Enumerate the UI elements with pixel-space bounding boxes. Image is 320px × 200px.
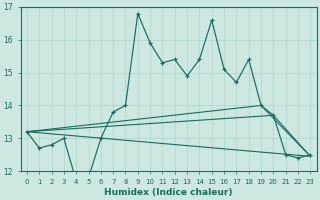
X-axis label: Humidex (Indice chaleur): Humidex (Indice chaleur) (104, 188, 233, 197)
